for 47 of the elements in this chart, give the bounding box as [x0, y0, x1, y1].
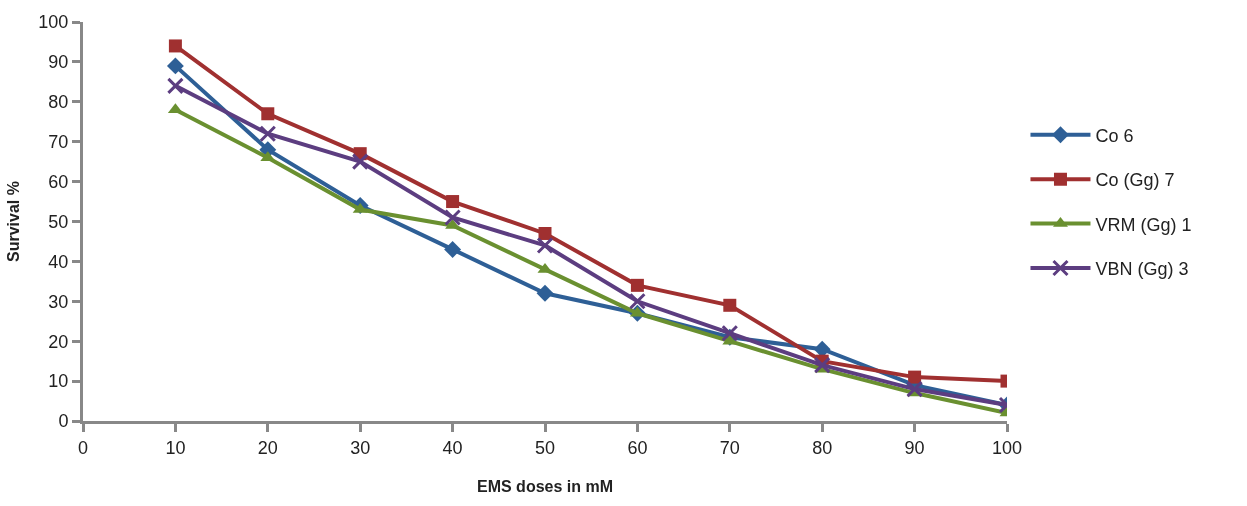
point: [168, 39, 182, 53]
y-tick-label: 50: [48, 211, 69, 232]
x-tick-label: 100: [991, 437, 1023, 458]
y-tick-label: 60: [48, 171, 69, 192]
point: [723, 298, 737, 312]
point: [166, 77, 184, 95]
point: [536, 236, 554, 254]
y-tick-label: 0: [58, 411, 69, 432]
legend-label: Co (Gg) 7: [1095, 170, 1175, 191]
point: [351, 153, 369, 171]
y-tick-label: 70: [48, 132, 69, 152]
point: [259, 125, 277, 143]
x-tick-label: 80: [812, 437, 833, 458]
y-tick-label: 80: [48, 92, 69, 113]
y-tick-label: 10: [48, 371, 69, 392]
x-tick-label: 50: [534, 437, 556, 458]
point: [538, 226, 552, 240]
legend-label: VRM (Gg) 1: [1095, 214, 1192, 235]
point: [446, 195, 460, 209]
x-tick-label: 30: [350, 437, 371, 458]
point: [721, 324, 739, 342]
x-tick-label: 0: [77, 437, 89, 458]
x-tick-label: 10: [165, 437, 186, 458]
x-axis-title: EMS doses in mM: [476, 478, 614, 496]
point: [630, 278, 644, 292]
point: [813, 356, 831, 374]
point: [906, 380, 924, 398]
point: [444, 240, 462, 258]
legend-label: VBN (Gg) 3: [1095, 258, 1189, 279]
x-tick-label: 40: [442, 437, 463, 458]
legend-label: Co 6: [1095, 125, 1134, 146]
y-tick-label: 90: [48, 52, 69, 73]
x-tick-label: 90: [904, 437, 925, 458]
y-tick-label: 30: [48, 291, 69, 312]
point: [536, 284, 554, 302]
y-tick-label: 40: [48, 251, 69, 272]
point: [628, 292, 646, 310]
x-tick-label: 70: [719, 437, 740, 458]
x-tick-label: 20: [257, 437, 278, 458]
point: [444, 209, 462, 227]
y-tick-label: 100: [38, 12, 69, 33]
point: [166, 57, 184, 75]
y-axis-title: Survival %: [5, 181, 23, 262]
x-tick-label: 60: [627, 437, 648, 458]
point: [261, 107, 275, 121]
point: [908, 370, 922, 384]
y-tick-label: 20: [48, 331, 69, 352]
